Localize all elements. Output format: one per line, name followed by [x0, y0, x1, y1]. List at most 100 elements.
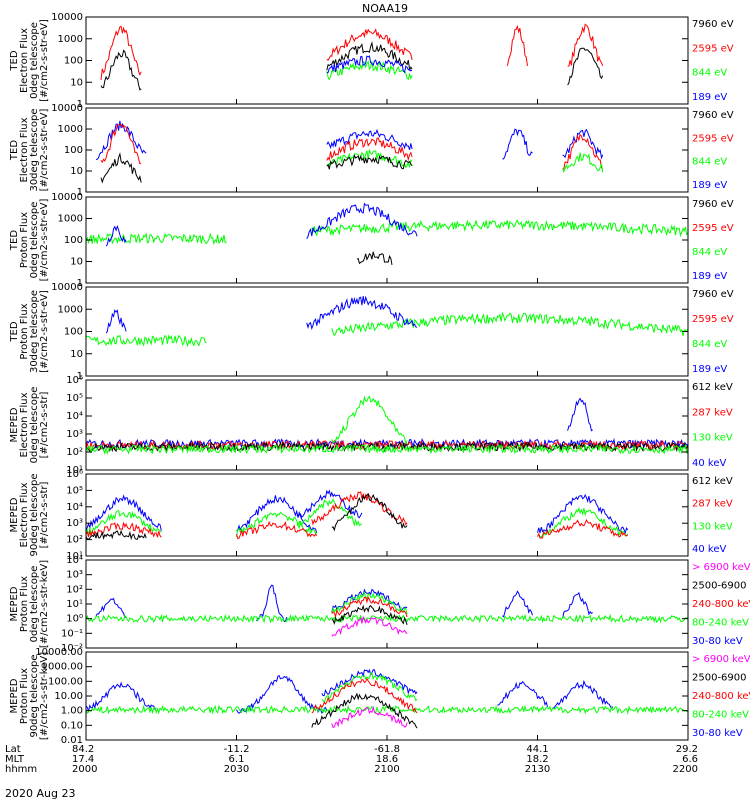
ylabel-p6-3: [#/cm2-s-str]	[39, 481, 50, 548]
series-p6-blue-1	[236, 495, 318, 534]
ylabel-p2-3: [#/cm2-s-str-eV]	[39, 109, 50, 192]
ytick-label-p8-0: 0.01	[61, 735, 83, 746]
legend-p6-2: 130 keV	[692, 521, 733, 532]
legend-p3-0: 7960 eV	[692, 199, 734, 210]
legend-p5-1: 287 keV	[692, 407, 733, 418]
ylabel-p1-3: [#/cm2-s-str-eV]	[39, 19, 50, 102]
footer-lat-4: 29.2	[676, 744, 698, 755]
series-p7-blue-4	[562, 591, 593, 619]
footer-mlt-4: 6.6	[682, 754, 698, 765]
footer-hhmm-1: 2030	[224, 764, 249, 775]
legend-p2-1: 2595 eV	[692, 133, 734, 144]
series-p7-blue-0	[95, 597, 127, 618]
series-p8-black-0	[311, 692, 418, 729]
legend-p1-0: 7960 eV	[692, 19, 734, 30]
series-p2-red-1	[326, 137, 413, 162]
series-p5-green-0	[85, 443, 689, 456]
ytick-label-p4-4: 10000	[51, 282, 83, 293]
ytick-label-p8-2: 1.00	[61, 706, 83, 717]
footer-hhmm-4: 2200	[673, 764, 698, 775]
ytick-label-p2-4: 10000	[51, 103, 83, 114]
series-p8-blue-3	[497, 680, 548, 708]
series-p2-blue-2	[502, 128, 533, 160]
legend-p8-4: 30-80 keV	[692, 728, 743, 739]
ylabel-p8-1: Proton Flux	[19, 668, 30, 724]
footer-hhmm-0: 2000	[72, 764, 97, 775]
legend-p7-0: > 6900 keV	[692, 562, 750, 573]
legend-p7-2: 240-800 keV	[692, 599, 750, 610]
legend-p7-3: 80-240 keV	[692, 618, 749, 629]
series-p2-red-2	[562, 133, 603, 170]
legend-p8-3: 80-240 keV	[692, 710, 749, 721]
series-p3-black-0	[356, 251, 393, 265]
panel-frame-p3	[85, 196, 689, 284]
series-p8-blue-4	[552, 679, 614, 710]
footer-lat-2: -61.8	[374, 744, 400, 755]
legend-p5-2: 130 keV	[692, 433, 733, 444]
series-p3-green-0	[85, 232, 227, 246]
ylabel-p5-2: 0deg telescope	[29, 387, 40, 464]
series-p7-blue-1	[256, 584, 288, 623]
series-p4-blue-0	[306, 295, 418, 331]
ytick-label-p3-0: 1	[77, 278, 83, 289]
series-p5-red-0	[85, 439, 689, 451]
ytick-label-p7-3: 10¹	[66, 599, 83, 610]
ytick-label-p7-1: 10⁻¹	[61, 628, 83, 639]
legend-p5-0: 612 keV	[692, 382, 733, 393]
ytick-label-p3-1: 10	[70, 257, 83, 268]
ylabel-p6-2: 90deg telescope	[29, 473, 40, 556]
ylabel-p5-0: MEPED	[9, 407, 20, 442]
legend-p5-3: 40 keV	[692, 458, 726, 469]
series-p2-blue-0	[95, 120, 147, 161]
series-p1-red-3	[567, 23, 604, 67]
series-p7-blue-2	[331, 588, 408, 613]
series-p7-green-0	[85, 613, 689, 624]
series-p1-red-1	[326, 28, 413, 61]
ytick-label-p8-3: 10.00	[54, 691, 83, 702]
ytick-label-p4-0: 1	[77, 371, 83, 382]
series-p7-red-0	[331, 595, 408, 619]
ytick-label-p8-1: 0.10	[61, 720, 83, 731]
footer-row-label-mlt: MLT	[5, 754, 25, 765]
series-p6-blue-3	[537, 493, 629, 535]
series-p4-green-1	[331, 311, 689, 337]
ytick-label-p5-5: 10⁶	[66, 375, 83, 386]
footer-mlt-1: 6.1	[229, 754, 245, 765]
ylabel-p3-2: 0deg telescope	[29, 202, 40, 279]
legend-p6-0: 612 keV	[692, 476, 733, 487]
series-p6-green-2	[296, 498, 363, 530]
legend-p3-2: 844 eV	[692, 247, 727, 258]
ylabel-p7-0: MEPED	[9, 586, 20, 621]
ytick-label-p2-0: 1	[77, 187, 83, 198]
ytick-label-p5-4: 10⁵	[66, 393, 83, 404]
series-p6-red-3	[537, 518, 628, 539]
legend-p6-1: 287 keV	[692, 499, 733, 510]
series-p6-black-1	[85, 529, 147, 541]
footer-mlt-2: 18.6	[376, 754, 398, 765]
series-p1-red-2	[506, 24, 528, 66]
ytick-label-p1-1: 10	[70, 77, 83, 88]
series-p8-green-1	[321, 672, 418, 704]
series-p8-blue-2	[321, 668, 418, 697]
ytick-label-p3-3: 1000	[58, 214, 83, 225]
ytick-label-p7-0: 10⁻²	[61, 643, 83, 654]
footer-lat-1: -11.2	[224, 744, 250, 755]
ytick-label-p3-2: 100	[64, 235, 83, 246]
ytick-label-p5-3: 10⁴	[66, 411, 83, 422]
ytick-label-p8-6: 10000.00	[35, 647, 83, 658]
footer-hhmm-2: 2100	[374, 764, 399, 775]
ylabel-p8-0: MEPED	[9, 678, 20, 713]
ytick-label-p4-3: 1000	[58, 304, 83, 315]
series-p1-black-2	[567, 47, 604, 86]
date-label: 2020 Aug 23	[5, 787, 75, 800]
series-p7-magenta-0	[331, 615, 408, 637]
legend-p8-0: > 6900 keV	[692, 654, 750, 665]
ylabel-p1-1: Electron Flux	[19, 28, 30, 93]
footer-hhmm-3: 2130	[525, 764, 550, 775]
ytick-label-p5-1: 10²	[66, 447, 83, 458]
ytick-label-p7-5: 10³	[66, 570, 83, 581]
ylabel-p4-3: [#/cm2-s-str-eV]	[39, 290, 50, 373]
series-p3-blue-0	[306, 202, 418, 239]
series-p2-black-0	[326, 153, 413, 170]
legend-p8-1: 2500-6900	[692, 673, 747, 684]
